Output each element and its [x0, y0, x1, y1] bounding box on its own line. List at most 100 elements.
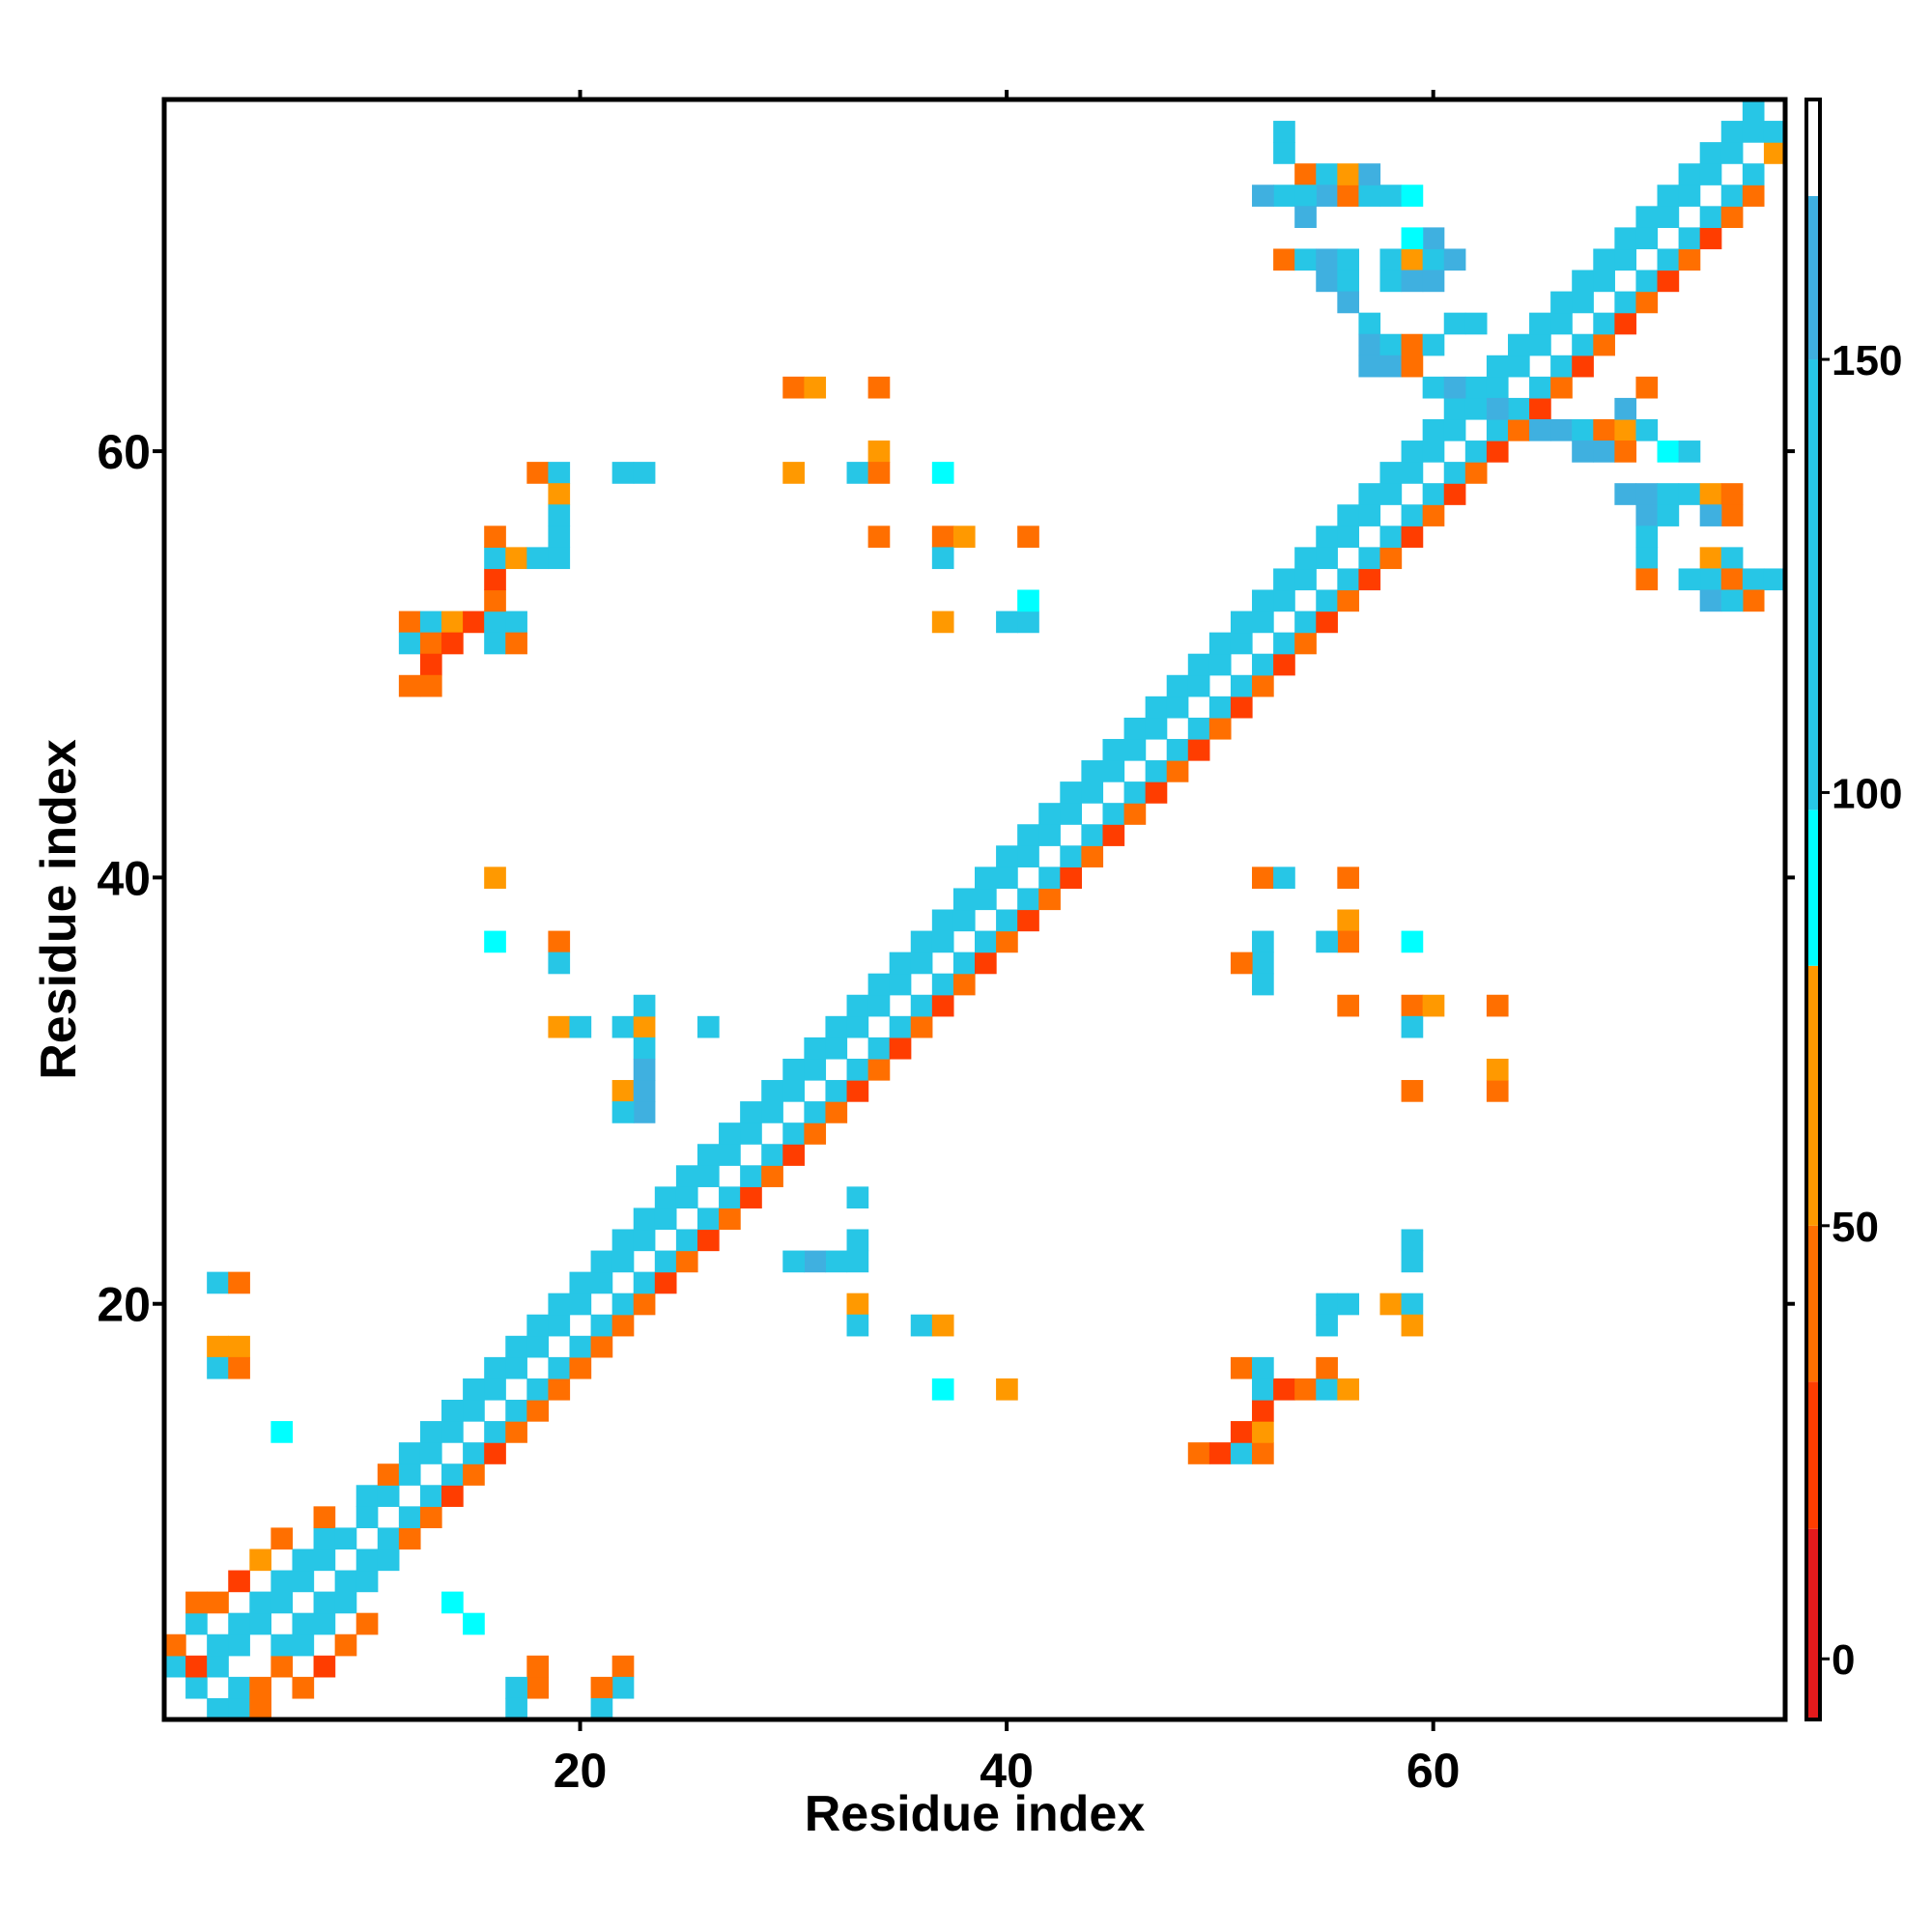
heatmap-cell	[696, 1165, 720, 1187]
heatmap-cell	[846, 994, 869, 1017]
heatmap-cell	[1486, 418, 1509, 441]
heatmap-cell	[526, 1655, 550, 1678]
heatmap-cell	[1614, 312, 1637, 335]
heatmap-cell	[1742, 589, 1765, 612]
heatmap-cell	[313, 1506, 336, 1529]
heatmap-cell	[931, 526, 954, 548]
heatmap-cell	[1316, 589, 1338, 612]
heatmap-cell	[526, 1676, 550, 1699]
heatmap-cell	[505, 1400, 527, 1422]
heatmap-cell	[270, 1421, 294, 1443]
heatmap-cell	[463, 1400, 485, 1422]
heatmap-cell	[910, 1015, 933, 1038]
heatmap-cell	[270, 1570, 294, 1593]
heatmap-cell	[1572, 333, 1594, 356]
heatmap-cell	[782, 462, 805, 484]
heatmap-cell	[419, 1421, 442, 1443]
heatmap-cell	[975, 888, 997, 911]
heatmap-cell	[1379, 462, 1403, 484]
heatmap-cell	[1635, 270, 1659, 293]
heatmap-cell	[505, 1356, 527, 1379]
heatmap-cell	[1486, 1058, 1509, 1081]
heatmap-cell	[1358, 568, 1381, 591]
heatmap-cell	[398, 1442, 421, 1464]
heatmap-cell	[1123, 803, 1147, 825]
heatmap-cell	[1593, 270, 1615, 293]
heatmap-cell	[1614, 397, 1637, 420]
heatmap-cell	[1294, 206, 1317, 228]
heatmap-cell	[1720, 206, 1744, 228]
heatmap-cell	[1081, 824, 1104, 846]
heatmap-cell	[1187, 738, 1210, 761]
heatmap-cell	[1422, 376, 1445, 399]
heatmap-cell	[1657, 185, 1680, 207]
heatmap-cell	[804, 376, 827, 399]
heatmap-cell	[1358, 504, 1381, 526]
heatmap-cell	[548, 462, 571, 484]
heatmap-cell	[548, 483, 571, 505]
heatmap-cell	[1720, 504, 1744, 526]
heatmap-cell	[185, 1612, 208, 1635]
heatmap-cell	[1443, 418, 1466, 441]
heatmap-cell	[1252, 1442, 1274, 1464]
heatmap-cell	[249, 1591, 271, 1614]
heatmap-cell	[1294, 1378, 1317, 1401]
heatmap-cell	[611, 1250, 635, 1273]
heatmap-cell	[910, 994, 933, 1017]
heatmap-cell	[1038, 888, 1061, 911]
heatmap-cell	[484, 1356, 506, 1379]
colorbar-tick-label: 150	[1832, 337, 1902, 384]
colorbar-frame	[1804, 98, 1822, 1721]
heatmap-cell	[505, 1335, 527, 1358]
heatmap-cell	[825, 1037, 848, 1060]
heatmap-cell	[910, 952, 933, 975]
heatmap-cell	[633, 462, 656, 484]
heatmap-cell	[1486, 397, 1509, 420]
heatmap-cell	[910, 1314, 933, 1337]
heatmap-cell	[1486, 994, 1509, 1017]
heatmap-cell	[1230, 1442, 1253, 1464]
heatmap-cell	[292, 1612, 315, 1635]
heatmap-cell	[1635, 547, 1659, 570]
heatmap-cell	[1230, 674, 1253, 697]
heatmap-cell	[1017, 589, 1039, 612]
heatmap-cell	[804, 1122, 827, 1145]
heatmap-cell	[1252, 952, 1274, 975]
heatmap-cell	[1720, 185, 1744, 207]
heatmap-cell	[996, 611, 1018, 634]
heatmap-cell	[654, 1271, 677, 1294]
heatmap-cell	[207, 1356, 229, 1379]
heatmap-cell	[825, 1101, 848, 1123]
heatmap-cell	[1145, 717, 1168, 740]
heatmap-cell	[1017, 909, 1039, 932]
heatmap-cell	[846, 462, 869, 484]
heatmap-cell	[1401, 930, 1424, 953]
heatmap-cell	[334, 1527, 357, 1550]
heatmap-cell	[505, 1421, 527, 1443]
heatmap-cell	[633, 1037, 656, 1060]
heatmap-cell	[228, 1697, 250, 1720]
heatmap-cell	[1379, 185, 1403, 207]
heatmap-cell	[484, 611, 506, 634]
heatmap-cell	[825, 1015, 848, 1038]
heatmap-cell	[1593, 333, 1615, 356]
heatmap-cell	[1316, 930, 1338, 953]
heatmap-cell	[1614, 291, 1637, 314]
heatmap-cell	[675, 1186, 698, 1209]
heatmap-cell	[1572, 418, 1594, 441]
heatmap-cell	[1273, 121, 1295, 143]
heatmap-cell	[1017, 824, 1039, 846]
heatmap-cell	[1401, 504, 1424, 526]
heatmap-cell	[1401, 355, 1424, 378]
heatmap-cell	[1081, 760, 1104, 782]
heatmap-cell	[207, 1591, 229, 1614]
heatmap-cell	[548, 547, 571, 570]
heatmap-cell	[633, 1229, 656, 1252]
heatmap-cell	[1401, 270, 1424, 293]
heatmap-cell	[1550, 312, 1573, 335]
heatmap-cell	[846, 1080, 869, 1102]
heatmap-cell	[1273, 1378, 1295, 1401]
colorbar-band	[1806, 965, 1820, 1226]
heatmap-cell	[1699, 568, 1722, 591]
heatmap-cell	[463, 1442, 485, 1464]
